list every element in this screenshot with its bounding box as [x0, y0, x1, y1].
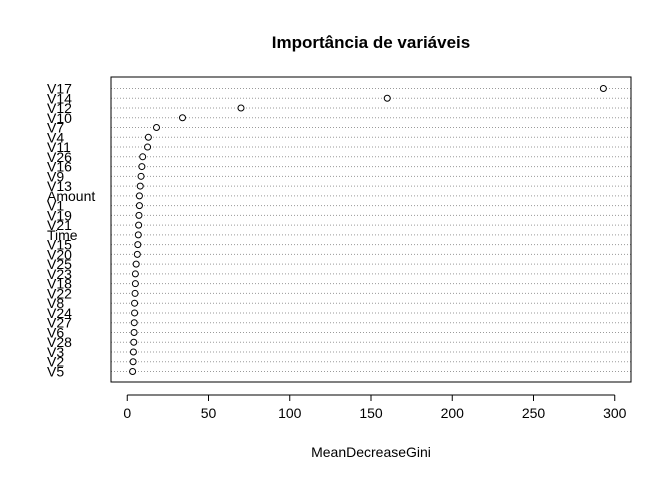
x-axis: 0 50 100 150 200 250 300 — [123, 394, 627, 421]
data-point — [138, 163, 146, 171]
data-point — [129, 368, 137, 375]
x-tick-label: 0 — [123, 405, 131, 421]
data-point — [131, 280, 139, 288]
category-label: V6 — [47, 324, 64, 340]
category-label: Amount — [47, 188, 95, 204]
x-tick-label: 200 — [441, 405, 465, 421]
category-label: V11 — [47, 139, 71, 155]
category-label: V14 — [47, 90, 72, 106]
data-points — [129, 85, 607, 375]
data-point — [130, 338, 138, 346]
data-point — [134, 241, 142, 249]
x-tick-label: 100 — [278, 405, 302, 421]
category-label: V1 — [47, 198, 64, 214]
category-label: V21 — [47, 217, 72, 233]
category-label: V8 — [47, 295, 64, 311]
data-point — [130, 319, 138, 327]
data-point — [137, 172, 145, 180]
data-point — [135, 202, 143, 210]
x-tick-label: 300 — [603, 405, 627, 421]
data-point — [131, 299, 139, 307]
x-tick-label: 150 — [359, 405, 383, 421]
data-point — [599, 85, 607, 92]
category-labels: V17V14V12V10V7V4V11V26V16V9V13AmountV1V1… — [47, 81, 95, 380]
category-label: V18 — [47, 276, 72, 292]
data-point — [135, 221, 143, 229]
data-point — [383, 94, 391, 102]
data-point — [144, 133, 152, 141]
data-point — [132, 260, 140, 268]
category-label: V24 — [47, 305, 72, 321]
data-point — [237, 104, 245, 112]
x-axis-title: MeanDecreaseGini — [311, 444, 431, 460]
category-label: V3 — [47, 344, 64, 360]
category-label: V13 — [47, 178, 72, 194]
category-label: V15 — [47, 237, 72, 253]
category-label: Time — [47, 227, 78, 243]
data-point — [135, 211, 143, 219]
category-label: V7 — [47, 120, 64, 136]
category-label: V16 — [47, 159, 72, 175]
data-point — [130, 328, 138, 336]
category-label: V19 — [47, 207, 72, 223]
data-point — [134, 231, 142, 239]
x-tick-label: 50 — [201, 405, 217, 421]
data-point — [179, 114, 186, 122]
category-label: V17 — [47, 81, 72, 97]
category-label: V28 — [47, 334, 72, 350]
plot-box — [110, 76, 632, 383]
category-label: V12 — [47, 100, 72, 116]
data-point — [129, 358, 137, 366]
category-label: V20 — [47, 246, 72, 262]
data-point — [136, 182, 144, 190]
data-point — [139, 153, 147, 161]
category-label: V25 — [47, 256, 72, 272]
data-point — [135, 192, 143, 200]
category-label: V10 — [47, 110, 72, 126]
category-label: V22 — [47, 285, 72, 301]
category-label: V23 — [47, 266, 72, 282]
grid-lines — [111, 88, 631, 372]
category-label: V5 — [47, 364, 64, 380]
category-label: V2 — [47, 354, 64, 370]
data-point — [153, 124, 160, 132]
data-point — [133, 250, 141, 258]
chart-title: Importância de variáveis — [272, 33, 470, 52]
category-label: V4 — [47, 129, 64, 145]
data-point — [131, 270, 139, 278]
data-point — [129, 348, 137, 356]
category-label: V9 — [47, 168, 64, 184]
data-point — [131, 309, 139, 317]
category-label: V26 — [47, 149, 72, 165]
x-tick-label: 250 — [522, 405, 546, 421]
data-point — [144, 143, 152, 151]
category-label: V27 — [47, 315, 72, 331]
data-point — [131, 289, 139, 297]
